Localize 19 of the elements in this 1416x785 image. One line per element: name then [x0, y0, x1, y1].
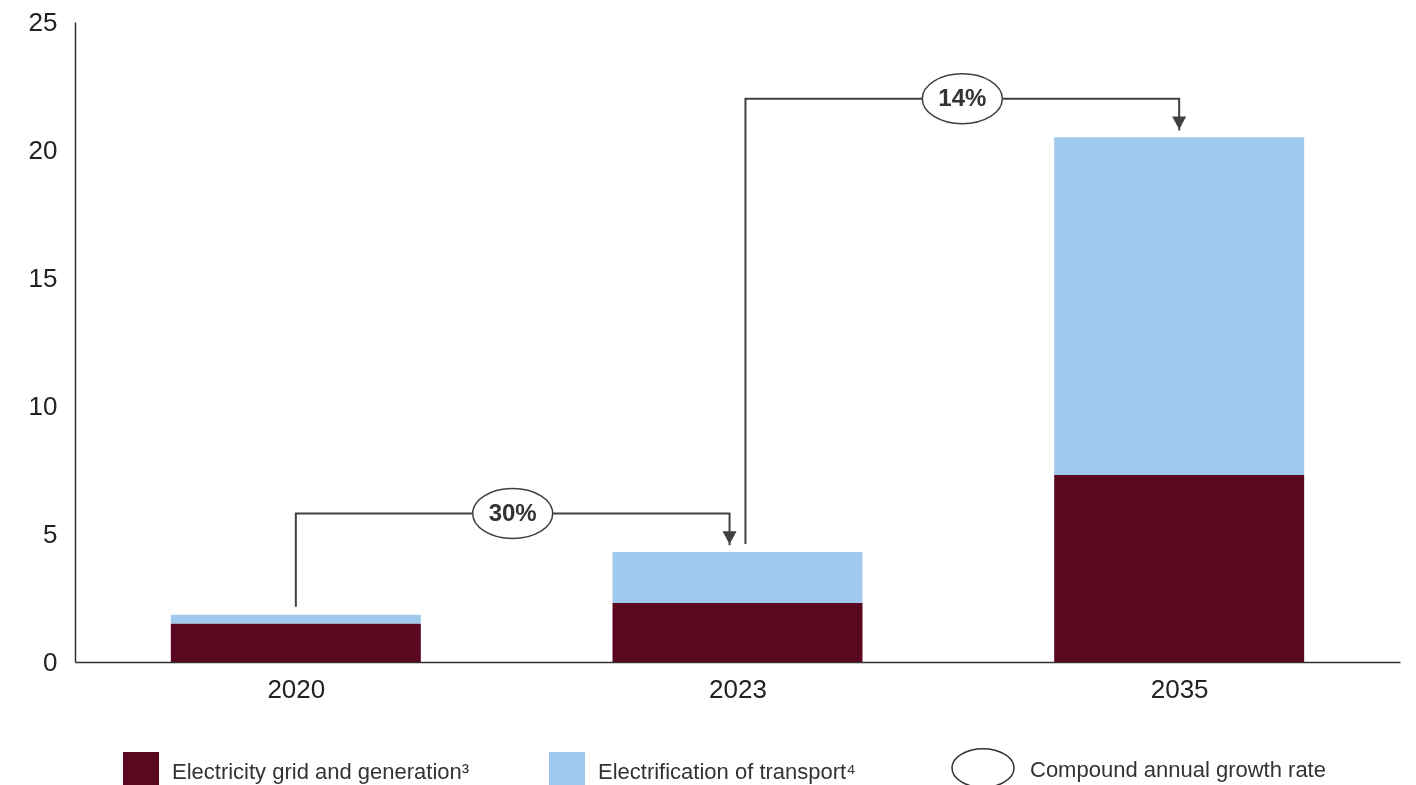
legend-label: Electricity grid and generation³ [172, 759, 470, 784]
annotation: 14% [938, 83, 987, 111]
y-tick-label: 20 [28, 134, 58, 165]
bar [170, 614, 421, 624]
y-tick-label: 25 [28, 6, 58, 37]
y-tick-label: 5 [43, 518, 58, 549]
x-tick-label: 2020 [267, 673, 326, 704]
y-tick-label: 15 [28, 262, 58, 293]
x-tick-label: 2035 [1150, 673, 1209, 704]
y-tick-label: 0 [43, 646, 58, 677]
x-tick-label: 2023 [709, 673, 767, 704]
bar [612, 603, 863, 662]
text: Compound annual growth rate [1030, 757, 1326, 782]
y-tick-label: 10 [28, 390, 58, 421]
annotation: 30% [488, 498, 537, 526]
bar [1054, 475, 1305, 662]
legend-label: Electrification of transport⁴ [598, 759, 856, 784]
bar [612, 551, 863, 604]
bar [170, 623, 421, 662]
